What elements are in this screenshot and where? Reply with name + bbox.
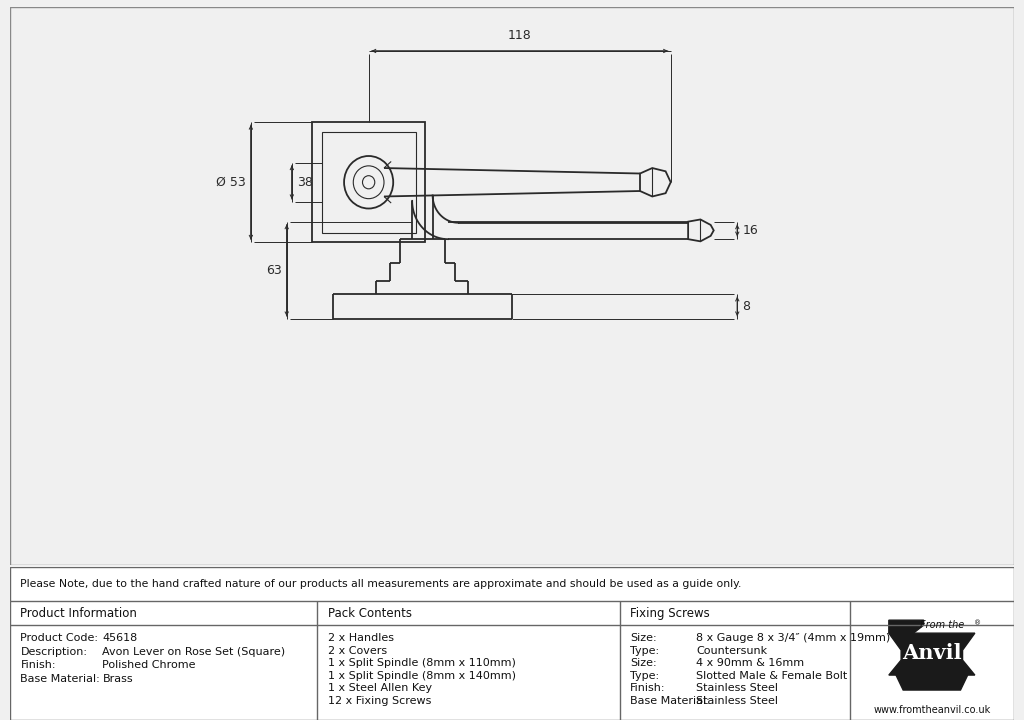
Text: 2 x Covers: 2 x Covers [328, 646, 387, 656]
Text: Stainless Steel: Stainless Steel [696, 683, 778, 693]
Text: 2 x Handles: 2 x Handles [328, 633, 393, 643]
Polygon shape [896, 675, 968, 690]
Text: Size:: Size: [630, 633, 656, 643]
Polygon shape [889, 633, 975, 675]
Text: Type:: Type: [630, 646, 658, 656]
Text: 1 x Steel Allen Key: 1 x Steel Allen Key [328, 683, 432, 693]
Text: 45618: 45618 [102, 633, 137, 643]
Text: Anvil: Anvil [902, 643, 962, 663]
Text: Size:: Size: [630, 658, 656, 668]
Text: 38: 38 [297, 176, 313, 189]
Text: Polished Chrome: Polished Chrome [102, 660, 196, 670]
Text: Brass: Brass [102, 674, 133, 683]
Text: Ø 53: Ø 53 [216, 176, 246, 189]
Polygon shape [889, 620, 924, 633]
Text: Stainless Steel: Stainless Steel [696, 696, 778, 706]
Text: Avon Lever on Rose Set (Square): Avon Lever on Rose Set (Square) [102, 647, 286, 657]
Text: 8: 8 [742, 300, 751, 313]
Text: 63: 63 [266, 264, 282, 276]
Text: Product Information: Product Information [20, 607, 137, 620]
Bar [312, 122, 425, 243]
Text: 8 x Gauge 8 x 3/4″ (4mm x 19mm): 8 x Gauge 8 x 3/4″ (4mm x 19mm) [696, 633, 891, 643]
Text: 1 x Split Spindle (8mm x 110mm): 1 x Split Spindle (8mm x 110mm) [328, 658, 515, 668]
Text: Pack Contents: Pack Contents [328, 607, 412, 620]
Text: Description:: Description: [20, 647, 87, 657]
Text: 1 x Split Spindle (8mm x 140mm): 1 x Split Spindle (8mm x 140mm) [328, 670, 516, 680]
Text: Finish:: Finish: [630, 683, 666, 693]
Text: www.fromtheanvil.co.uk: www.fromtheanvil.co.uk [873, 705, 990, 715]
Text: Fixing Screws: Fixing Screws [630, 607, 710, 620]
Text: 16: 16 [742, 224, 758, 237]
Bar [322, 132, 416, 233]
Text: 12 x Fixing Screws: 12 x Fixing Screws [328, 696, 431, 706]
Text: Finish:: Finish: [20, 660, 56, 670]
Text: ®: ® [975, 620, 981, 626]
Text: Base Material:: Base Material: [630, 696, 710, 706]
Text: Product Code:: Product Code: [20, 633, 98, 643]
Text: Please Note, due to the hand crafted nature of our products all measurements are: Please Note, due to the hand crafted nat… [20, 580, 741, 590]
Text: 4 x 90mm & 16mm: 4 x 90mm & 16mm [696, 658, 805, 668]
Text: Type:: Type: [630, 670, 658, 680]
Text: Countersunk: Countersunk [696, 646, 767, 656]
Text: 118: 118 [508, 30, 531, 42]
Text: Slotted Male & Female Bolt: Slotted Male & Female Bolt [696, 670, 848, 680]
Text: Base Material:: Base Material: [20, 674, 100, 683]
Text: From the: From the [920, 620, 965, 630]
